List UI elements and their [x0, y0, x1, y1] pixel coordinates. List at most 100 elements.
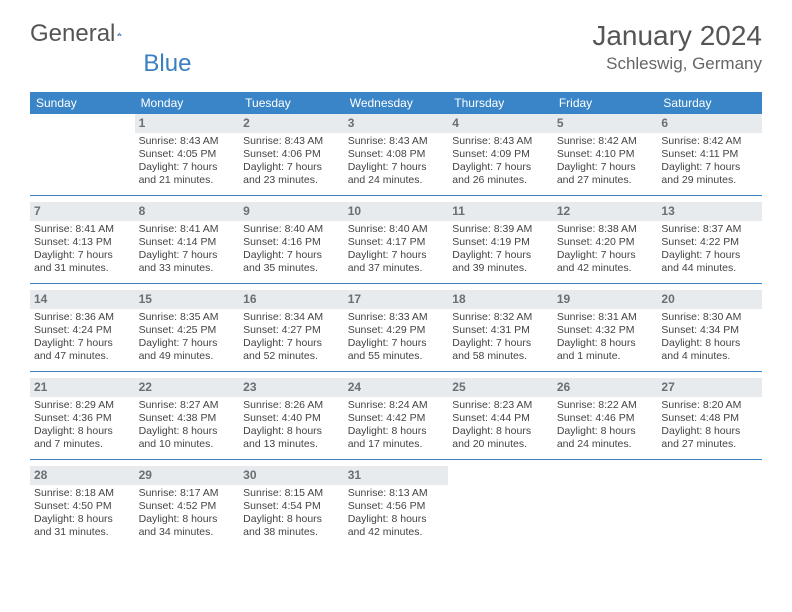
sunrise-text: Sunrise: 8:35 AM	[139, 311, 236, 324]
day-number: 21	[30, 378, 135, 397]
sunrise-text: Sunrise: 8:29 AM	[34, 399, 131, 412]
day-number: 23	[239, 378, 344, 397]
sunrise-text: Sunrise: 8:30 AM	[661, 311, 758, 324]
sunrise-text: Sunrise: 8:43 AM	[452, 135, 549, 148]
sunrise-text: Sunrise: 8:36 AM	[34, 311, 131, 324]
sunrise-text: Sunrise: 8:24 AM	[348, 399, 445, 412]
month-title: January 2024	[592, 20, 762, 52]
sunset-text: Sunset: 4:54 PM	[243, 500, 340, 513]
sunset-text: Sunset: 4:44 PM	[452, 412, 549, 425]
day-number: 24	[344, 378, 449, 397]
sunrise-text: Sunrise: 8:32 AM	[452, 311, 549, 324]
dl2-text: and 27 minutes.	[661, 438, 758, 451]
dl2-text: and 26 minutes.	[452, 174, 549, 187]
calendar-cell	[30, 114, 135, 196]
sunrise-text: Sunrise: 8:41 AM	[139, 223, 236, 236]
day-number: 17	[344, 290, 449, 309]
sunset-text: Sunset: 4:46 PM	[557, 412, 654, 425]
day-number: 25	[448, 378, 553, 397]
dl2-text: and 20 minutes.	[452, 438, 549, 451]
dl1-text: Daylight: 7 hours	[243, 337, 340, 350]
calendar-cell: 22Sunrise: 8:27 AMSunset: 4:38 PMDayligh…	[135, 378, 240, 460]
dl2-text: and 49 minutes.	[139, 350, 236, 363]
sunrise-text: Sunrise: 8:23 AM	[452, 399, 549, 412]
location-label: Schleswig, Germany	[592, 54, 762, 74]
dl2-text: and 1 minute.	[557, 350, 654, 363]
dl2-text: and 39 minutes.	[452, 262, 549, 275]
dl1-text: Daylight: 7 hours	[139, 337, 236, 350]
calendar-grid: SundayMondayTuesdayWednesdayThursdayFrid…	[30, 92, 762, 548]
dl2-text: and 37 minutes.	[348, 262, 445, 275]
calendar-cell: 4Sunrise: 8:43 AMSunset: 4:09 PMDaylight…	[448, 114, 553, 196]
title-block: January 2024 Schleswig, Germany	[592, 20, 762, 74]
sunset-text: Sunset: 4:42 PM	[348, 412, 445, 425]
dl1-text: Daylight: 7 hours	[348, 337, 445, 350]
sunset-text: Sunset: 4:38 PM	[139, 412, 236, 425]
calendar-cell: 10 Sunrise: 8:40 AMSunset: 4:17 PMDayligh…	[344, 202, 449, 284]
calendar-cell: 9Sunrise: 8:40 AMSunset: 4:16 PMDaylight…	[239, 202, 344, 284]
dl2-text: and 52 minutes.	[243, 350, 340, 363]
sunrise-text: Sunrise: 8:13 AM	[348, 487, 445, 500]
sunset-text: Sunset: 4:17 PM	[348, 236, 445, 249]
dl1-text: Daylight: 7 hours	[452, 249, 549, 262]
dl1-text: Daylight: 7 hours	[452, 337, 549, 350]
sunset-text: Sunset: 4:25 PM	[139, 324, 236, 337]
brand-part1: General	[30, 20, 115, 48]
sunrise-text: Sunrise: 8:39 AM	[452, 223, 549, 236]
calendar-cell: 7Sunrise: 8:41 AMSunset: 4:13 PMDaylight…	[30, 202, 135, 284]
sunrise-text: Sunrise: 8:40 AM	[348, 223, 445, 236]
sunset-text: Sunset: 4:13 PM	[34, 236, 131, 249]
calendar-cell	[553, 466, 658, 548]
calendar-cell: 13Sunrise: 8:37 AMSunset: 4:22 PMDayligh…	[657, 202, 762, 284]
day-number: 22	[135, 378, 240, 397]
calendar-cell: 2Sunrise: 8:43 AMSunset: 4:06 PMDaylight…	[239, 114, 344, 196]
sunset-text: Sunset: 4:16 PM	[243, 236, 340, 249]
day-number: 20	[657, 290, 762, 309]
dl1-text: Daylight: 7 hours	[139, 161, 236, 174]
brand-part2: Blue	[143, 50, 191, 78]
calendar-cell: 1Sunrise: 8:43 AMSunset: 4:05 PMDaylight…	[135, 114, 240, 196]
day-number: 1	[135, 114, 240, 133]
dl1-text: Daylight: 8 hours	[34, 513, 131, 526]
calendar-cell: 12Sunrise: 8:38 AMSunset: 4:20 PMDayligh…	[553, 202, 658, 284]
dl2-text: and 24 minutes.	[348, 174, 445, 187]
sunrise-text: Sunrise: 8:26 AM	[243, 399, 340, 412]
day-number: 30	[239, 466, 344, 485]
day-number: 9	[239, 202, 344, 221]
dow-header: Friday	[553, 92, 658, 114]
sunrise-text: Sunrise: 8:31 AM	[557, 311, 654, 324]
sunrise-text: Sunrise: 8:40 AM	[243, 223, 340, 236]
calendar-cell: 20Sunrise: 8:30 AMSunset: 4:34 PMDayligh…	[657, 290, 762, 372]
calendar-cell: 27Sunrise: 8:20 AMSunset: 4:48 PMDayligh…	[657, 378, 762, 460]
sunrise-text: Sunrise: 8:42 AM	[661, 135, 758, 148]
sunrise-text: Sunrise: 8:15 AM	[243, 487, 340, 500]
sunset-text: Sunset: 4:48 PM	[661, 412, 758, 425]
dl2-text: and 27 minutes.	[557, 174, 654, 187]
dl2-text: and 42 minutes.	[557, 262, 654, 275]
dl1-text: Daylight: 8 hours	[243, 513, 340, 526]
day-number: 6	[657, 114, 762, 133]
sunrise-text: Sunrise: 8:17 AM	[139, 487, 236, 500]
day-number: 15	[135, 290, 240, 309]
sunrise-text: Sunrise: 8:22 AM	[557, 399, 654, 412]
day-number: 29	[135, 466, 240, 485]
calendar-cell: 24Sunrise: 8:24 AMSunset: 4:42 PMDayligh…	[344, 378, 449, 460]
sunset-text: Sunset: 4:34 PM	[661, 324, 758, 337]
dl2-text: and 47 minutes.	[34, 350, 131, 363]
sunrise-text: Sunrise: 8:37 AM	[661, 223, 758, 236]
day-number: 7	[30, 202, 135, 221]
dl1-text: Daylight: 8 hours	[557, 425, 654, 438]
sunrise-text: Sunrise: 8:33 AM	[348, 311, 445, 324]
calendar-cell	[448, 466, 553, 548]
day-number: 10	[344, 202, 449, 221]
sunset-text: Sunset: 4:32 PM	[557, 324, 654, 337]
calendar-cell: 5Sunrise: 8:42 AMSunset: 4:10 PMDaylight…	[553, 114, 658, 196]
dl2-text: and 33 minutes.	[139, 262, 236, 275]
dow-header: Wednesday	[344, 92, 449, 114]
calendar-cell: 26Sunrise: 8:22 AMSunset: 4:46 PMDayligh…	[553, 378, 658, 460]
dl1-text: Daylight: 7 hours	[34, 337, 131, 350]
dl1-text: Daylight: 7 hours	[348, 249, 445, 262]
calendar-cell: 15 Sunrise: 8:35 AMSunset: 4:25 PMDayligh…	[135, 290, 240, 372]
dl2-text: and 31 minutes.	[34, 526, 131, 539]
calendar-cell: 17Sunrise: 8:33 AMSunset: 4:29 PMDayligh…	[344, 290, 449, 372]
